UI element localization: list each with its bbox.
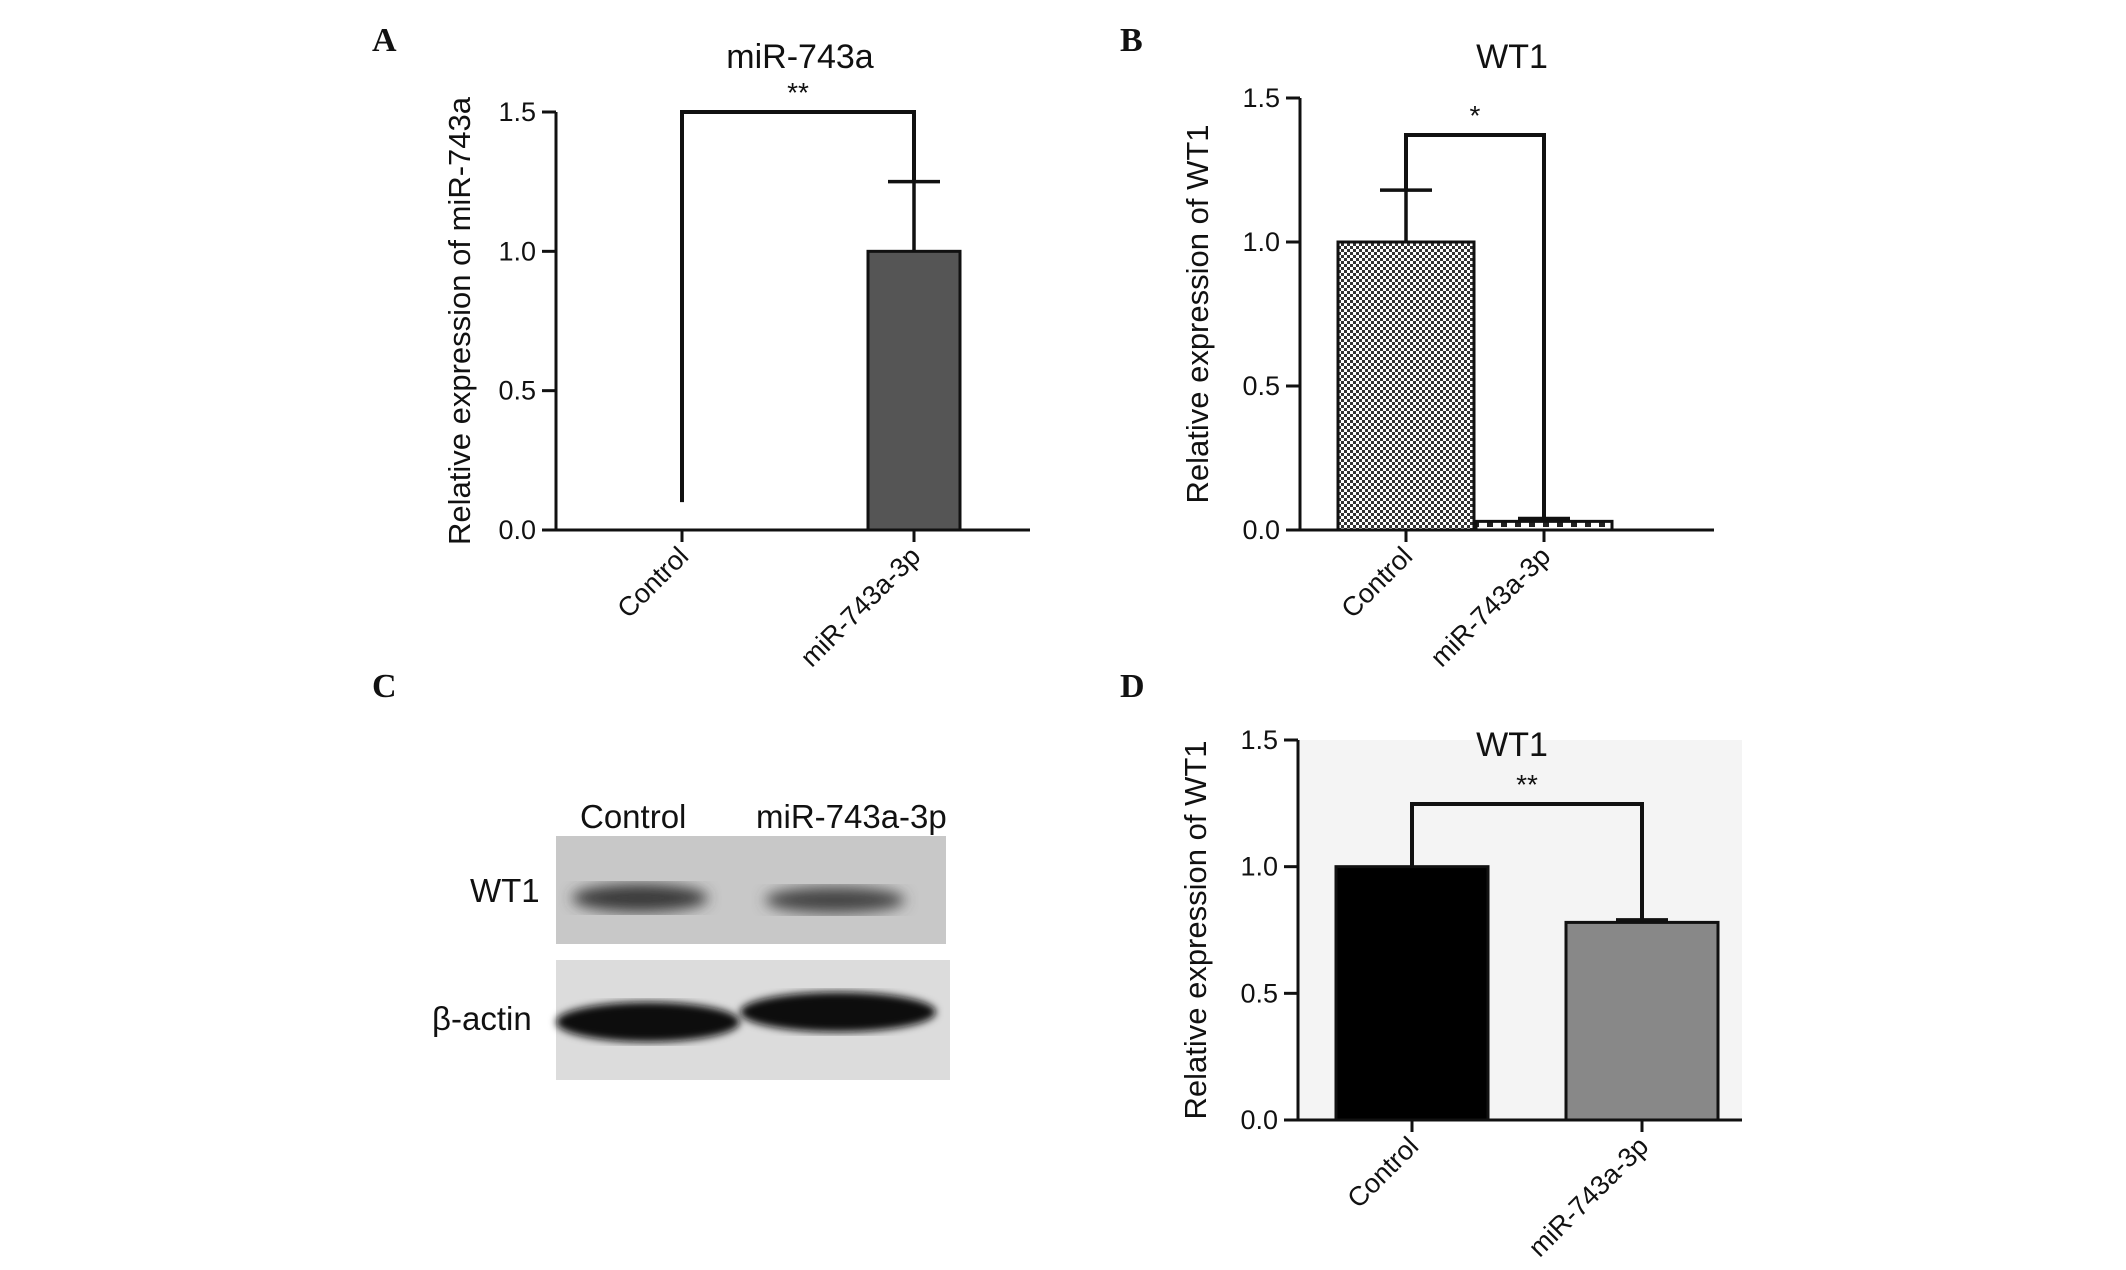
wb-lane-label-control: Control — [580, 798, 687, 835]
x-tick-label: miR-743a-3p — [1425, 541, 1557, 673]
panel-letter-a: A — [372, 22, 397, 59]
chart-d: 0.0 0.5 1.0 1.5 WT1 Relative expression of WT… — [1178, 725, 1742, 1263]
y-tick-label: 0.5 — [1240, 978, 1278, 1008]
significance-bracket — [1404, 133, 1546, 519]
significance-marker: ** — [1516, 769, 1538, 800]
y-tick-label: 0.5 — [1242, 371, 1280, 401]
x-tick-label: Control — [1341, 1131, 1424, 1214]
chart-a: 0.0 0.5 1.0 1.5 miR-743a Relative expression … — [442, 38, 1030, 673]
y-axis-label: Relative expression of WT1 — [1178, 740, 1213, 1119]
chart-title: WT1 — [1476, 726, 1548, 764]
significance-bracket — [680, 110, 916, 503]
panel-letter-b: B — [1120, 22, 1143, 59]
y-tick-label: 1.0 — [1240, 852, 1278, 882]
y-tick-label: 0.5 — [498, 376, 536, 406]
y-tick-label: 0.0 — [1240, 1105, 1278, 1135]
bar — [866, 249, 962, 532]
x-tick-label: Control — [1335, 541, 1418, 624]
bar — [1474, 519, 1614, 532]
chart-b: 0.0 0.5 1.0 1.5 WT1 Relative expression of WT… — [1180, 38, 1714, 673]
y-axis-label: Relative expression of miR-743a — [442, 96, 477, 545]
wb-row-label-actin: β-actin — [432, 1000, 532, 1037]
y-axis-label: Relative expression of WT1 — [1180, 124, 1215, 503]
wb-lane-label-mir: miR-743a-3p — [756, 798, 947, 835]
y-tick-label: 0.0 — [1242, 515, 1280, 545]
x-tick-label: miR-743a-3p — [795, 541, 927, 673]
significance-marker: ** — [787, 77, 809, 108]
y-tick-label: 1.0 — [498, 236, 536, 266]
x-tick-label: miR-743a-3p — [1523, 1131, 1655, 1263]
panel-letter-c: C — [372, 668, 397, 705]
panel-letter-d: D — [1120, 668, 1145, 705]
bar — [1334, 865, 1490, 1122]
y-tick-label: 1.5 — [1240, 725, 1278, 755]
chart-title: miR-743a — [726, 38, 873, 76]
wb-row-label-wt1: WT1 — [470, 872, 540, 909]
y-tick-label: 0.0 — [498, 515, 536, 545]
chart-title: WT1 — [1476, 38, 1548, 76]
significance-marker: * — [1470, 100, 1481, 131]
significance-bracket — [1410, 802, 1644, 920]
y-tick-label: 1.5 — [1242, 83, 1280, 113]
bar — [1336, 240, 1476, 532]
bar — [1564, 920, 1720, 1122]
y-tick-label: 1.0 — [1242, 227, 1280, 257]
y-tick-label: 1.5 — [498, 97, 536, 127]
x-tick-label: Control — [611, 541, 694, 624]
